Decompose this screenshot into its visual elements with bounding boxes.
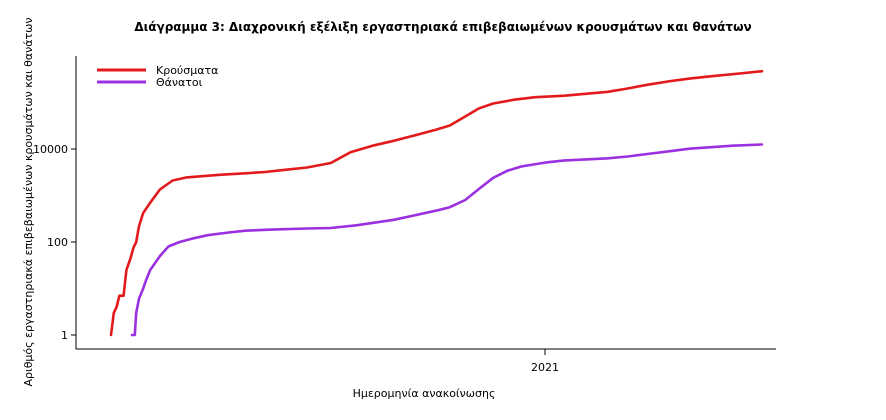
x-tick-label: 2021 xyxy=(531,361,559,374)
y-axis-label: Αριθμός εργαστηριακά επιβεβαιωμένων κρου… xyxy=(22,17,35,386)
legend-label-2: Θάνατοι xyxy=(156,76,203,89)
series-line-2 xyxy=(130,143,764,337)
y-tick-label: 10000 xyxy=(33,143,68,156)
y-tick-label: 1 xyxy=(61,329,68,342)
series-line-1 xyxy=(109,69,764,337)
axes: 1 100 10000 2021 xyxy=(33,56,776,374)
chart-title: Διάγραμμα 3: Διαχρονική εξέλιξη εργαστηρ… xyxy=(134,20,752,34)
y-tick-label: 100 xyxy=(47,236,68,249)
series-lines xyxy=(109,69,764,337)
x-axis-label: Ημερομηνία ανακοίνωσης xyxy=(353,387,496,400)
legend-label-1: Κρούσματα xyxy=(156,64,218,77)
